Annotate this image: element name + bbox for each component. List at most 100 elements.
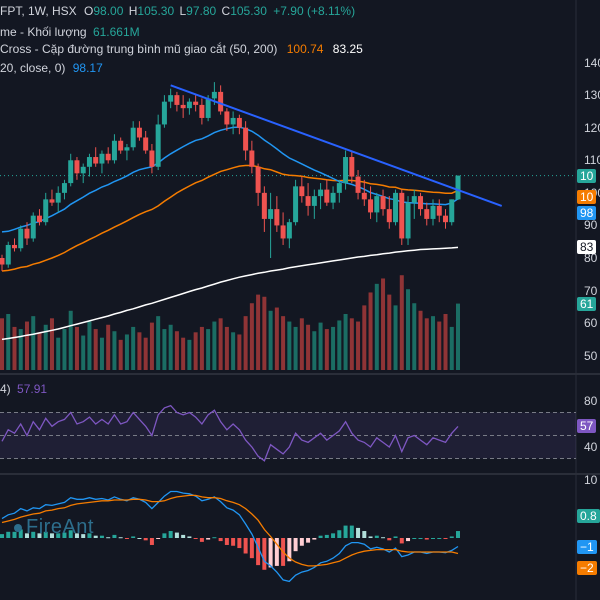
volume-bar: [262, 296, 267, 370]
macd-histogram-bar: [93, 535, 98, 538]
macd-histogram-bar: [256, 538, 261, 566]
ema50-tag: 10: [577, 190, 597, 205]
volume-bar: [149, 322, 154, 370]
macd-histogram-bar: [156, 538, 161, 539]
macd-histogram-bar: [274, 538, 279, 566]
ema200-value: 83.25: [332, 42, 363, 56]
volume-bar: [249, 303, 254, 370]
macd-histogram-bar: [81, 534, 86, 538]
macd-histogram-bar: [324, 534, 329, 538]
volume-bar: [93, 329, 98, 370]
volume-bar: [49, 318, 54, 370]
volume-bar: [374, 283, 379, 370]
macd-histogram-bar: [262, 538, 267, 570]
macd-histogram-bar: [399, 538, 404, 544]
macd-histogram-bar: [118, 537, 123, 539]
macd-histogram-bar: [31, 531, 36, 538]
candle-body: [86, 157, 92, 167]
volume-bar: [81, 335, 86, 370]
macd-histogram-bar: [237, 538, 242, 549]
macd-histogram-bar: [249, 538, 254, 559]
candle-body: [443, 215, 449, 223]
price-tick-label: 80: [584, 251, 598, 265]
candle-body: [186, 101, 192, 109]
volume-bar: [368, 292, 373, 370]
volume-bar: [312, 331, 317, 370]
change-value: +7.90 (+8.11%): [273, 4, 356, 18]
volume-bar: [218, 318, 223, 370]
candle-body: [280, 225, 286, 239]
candle-body: [236, 117, 242, 128]
volume-bar: [56, 337, 61, 370]
macd-histogram-bar: [287, 538, 292, 562]
candle-body: [293, 186, 299, 223]
volume-bar: [424, 318, 429, 370]
volume-bar: [237, 334, 242, 370]
candle-body: [386, 209, 392, 223]
volume-bar: [437, 321, 442, 370]
volume-bar: [281, 316, 286, 370]
rsi-tag: 57: [577, 419, 597, 434]
candles: [0, 82, 461, 272]
volume-bar: [68, 310, 73, 370]
macd-histogram-bar: [243, 538, 248, 554]
rsi-tick-label: 40: [584, 440, 598, 454]
candle-body: [136, 127, 142, 138]
signal-tag: −2: [577, 560, 597, 575]
candle-body: [211, 91, 217, 99]
candle-body: [380, 196, 386, 210]
macd-tag: −1: [577, 539, 597, 554]
candle-body: [286, 222, 292, 239]
candle-body: [249, 150, 255, 167]
volume-bar: [418, 310, 423, 370]
macd-histogram-bar: [337, 530, 342, 538]
macd-histogram-bar: [37, 533, 42, 538]
low-value: 97.80: [186, 4, 217, 18]
volume-bar: [212, 321, 217, 370]
macd-histogram-bar: [49, 533, 54, 538]
macd-histogram-bar: [231, 538, 236, 546]
volume-bar: [331, 326, 336, 370]
candle-body: [11, 244, 17, 249]
candle-body: [149, 150, 155, 167]
ma20-path: [1, 126, 459, 233]
ma20-tag: 98: [577, 205, 597, 220]
volume-bar: [387, 294, 392, 370]
macd-histogram-bar: [349, 525, 354, 538]
macd-histogram-bar: [68, 530, 73, 538]
candle-body: [0, 258, 5, 265]
volume-bar: [0, 318, 4, 370]
candle-body: [424, 209, 430, 219]
candle-body: [305, 196, 311, 206]
macd-histogram-bar: [62, 532, 67, 538]
volume-bar: [287, 321, 292, 370]
volume-bar: [124, 334, 129, 370]
open-value: 98.00: [93, 4, 124, 18]
trendline[interactable]: [170, 84, 503, 207]
price-tick-label: 90: [584, 218, 598, 233]
rsi-legend: 4) 57.91: [0, 382, 47, 396]
macd-histogram-bar: [168, 531, 173, 538]
macd-histogram-bar: [162, 533, 167, 538]
volume-bar: [256, 294, 261, 370]
candle-body: [368, 199, 374, 213]
candle-body: [343, 157, 349, 184]
volume-bar: [143, 337, 148, 370]
macd-path: [1, 490, 459, 583]
candle-body: [261, 192, 267, 219]
candle-body: [399, 192, 405, 239]
macd-histogram-bar: [387, 538, 392, 541]
macd-histogram-bar: [412, 538, 417, 539]
candle-body: [155, 124, 161, 167]
ema50-line: [1, 164, 459, 272]
watermark: FireAnt: [14, 516, 94, 539]
volume-bar: [406, 289, 411, 370]
cross-label: Cross - Cặp đường trung bình mũ giao cắt…: [0, 42, 278, 56]
volume-bar: [162, 329, 167, 370]
candle-body: [18, 228, 24, 249]
macd-histogram-bar: [218, 538, 223, 542]
candle-body: [74, 160, 80, 174]
ma-legend: 20, close, 0) 98.17: [0, 61, 103, 75]
